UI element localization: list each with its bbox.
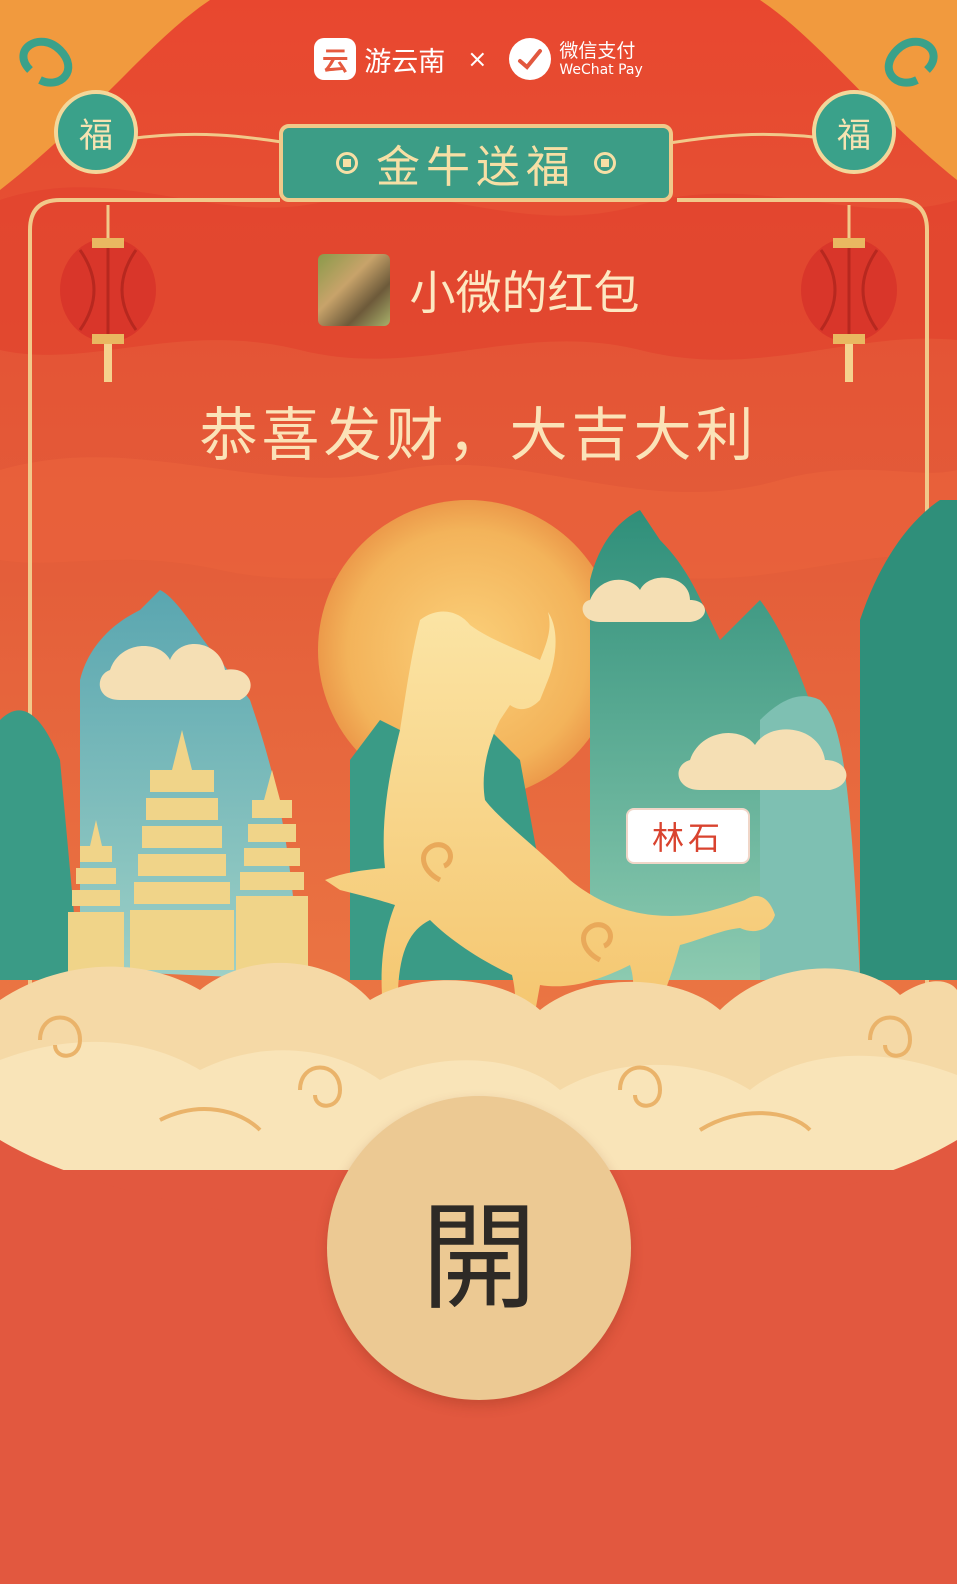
coin-icon <box>594 152 616 174</box>
lantern-left-icon <box>60 205 156 382</box>
title-banner: 金牛送福 <box>279 124 673 202</box>
wechat-pay-label-en: WeChat Pay <box>559 61 643 78</box>
seal-stamp-text: 林石 <box>651 819 724 857</box>
you-yunnan-logo-icon: 云 <box>314 38 357 80</box>
partner-brand: 云 游云南 <box>314 38 445 80</box>
sender-avatar <box>317 254 390 326</box>
sender-row: 小微的红包 <box>0 252 957 328</box>
coin-icon <box>336 152 358 174</box>
partner-logo-glyph: 云 <box>322 46 349 77</box>
fu-left-text: 福 <box>79 115 113 156</box>
banner-title: 金牛送福 <box>376 142 576 193</box>
sender-name: 小微的红包 <box>409 266 640 320</box>
open-envelope-button[interactable]: 開 <box>327 1096 631 1400</box>
open-button-label: 開 <box>421 1191 537 1326</box>
brand-bar: 云 游云南 × 微信支付 WeChat Pay <box>0 36 957 82</box>
wechat-pay-label-cn: 微信支付 <box>559 39 636 62</box>
wechat-pay-logo-icon <box>509 38 552 80</box>
fu-badge-left: 福 <box>54 90 138 174</box>
brand-separator: × <box>467 45 488 73</box>
fu-right-text: 福 <box>837 115 871 156</box>
wechat-pay-brand: 微信支付 WeChat Pay <box>509 38 643 80</box>
seal-stamp: 林石 <box>626 808 750 864</box>
fu-badge-right: 福 <box>812 90 896 174</box>
greeting-text: 恭喜发财，大吉大利 <box>199 401 758 469</box>
partner-name: 游云南 <box>364 46 446 78</box>
lantern-right-icon <box>801 205 897 382</box>
